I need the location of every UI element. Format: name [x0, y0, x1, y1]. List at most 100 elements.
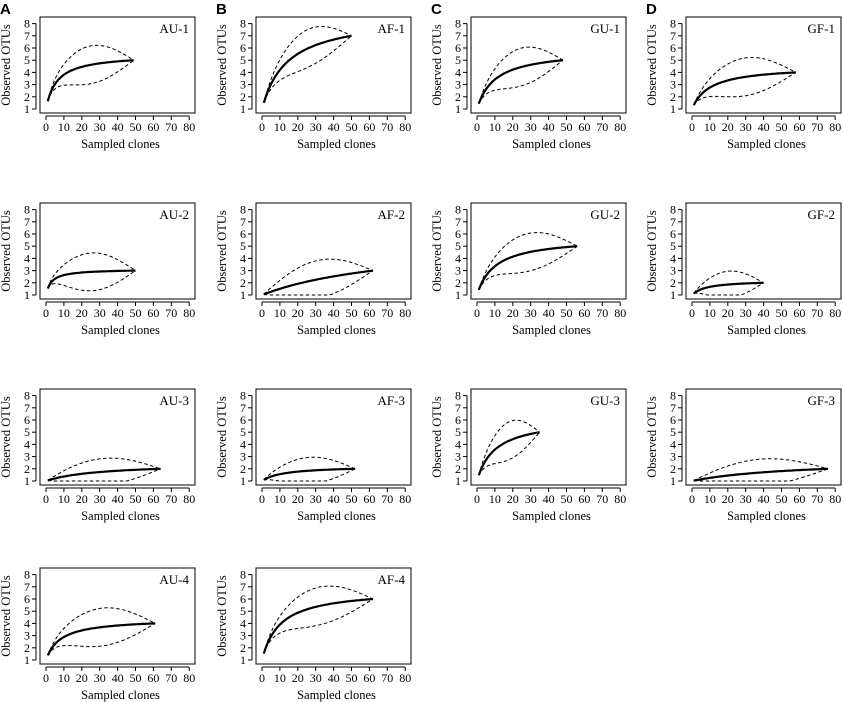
y-tick-label: 8: [24, 568, 30, 582]
panel-title: AU-4: [159, 572, 189, 587]
x-axis-title: Sampled clones: [81, 323, 160, 337]
x-tick-label: 30: [740, 492, 752, 506]
y-tick-label: 6: [670, 413, 676, 427]
y-tick-label: 7: [24, 215, 30, 229]
y-axis-title: Observed OTUs: [0, 575, 13, 657]
x-tick-label: 50: [561, 492, 573, 506]
y-tick-label: 2: [240, 462, 246, 476]
x-tick-label: 80: [829, 306, 841, 320]
y-tick-label: 1: [455, 288, 461, 302]
y-tick-label: 2: [240, 90, 246, 104]
y-tick-label: 2: [670, 276, 676, 290]
y-tick-label: 2: [240, 276, 246, 290]
y-axis-title: Observed OTUs: [215, 24, 229, 106]
x-tick-label: 50: [561, 120, 573, 134]
y-tick-label: 2: [24, 462, 30, 476]
x-tick-label: 70: [596, 120, 608, 134]
x-tick-label: 60: [363, 306, 375, 320]
upper-confidence-curve: [263, 25, 352, 103]
y-tick-label: 5: [240, 53, 246, 67]
y-tick-label: 7: [455, 29, 461, 43]
plot-frame: [39, 16, 196, 114]
y-tick-label: 5: [24, 425, 30, 439]
y-tick-label: 7: [24, 580, 30, 594]
plot-frame: [39, 567, 196, 665]
lower-confidence-curve: [478, 59, 564, 104]
x-tick-label: 10: [274, 671, 286, 685]
upper-confidence-curve: [263, 585, 374, 654]
x-tick-label: 80: [614, 306, 626, 320]
y-tick-label: 8: [240, 389, 246, 403]
x-tick-label: 0: [43, 306, 49, 320]
y-tick-label: 7: [240, 215, 246, 229]
x-tick-label: 30: [94, 120, 106, 134]
x-tick-label: 0: [689, 492, 695, 506]
y-tick-label: 5: [24, 53, 30, 67]
panel-title: AF-2: [378, 207, 405, 222]
x-tick-label: 50: [346, 306, 358, 320]
y-tick-label: 7: [240, 29, 246, 43]
upper-confidence-curve: [263, 456, 356, 481]
rarefaction-curve: [477, 245, 578, 291]
y-tick-label: 8: [455, 389, 461, 403]
panel-title: AF-4: [378, 572, 406, 587]
panel-title: GF-1: [808, 21, 835, 36]
x-tick-label: 80: [183, 492, 195, 506]
x-tick-label: 80: [183, 120, 195, 134]
x-tick-label: 80: [614, 492, 626, 506]
x-tick-label: 20: [292, 492, 304, 506]
y-tick-label: 8: [240, 203, 246, 217]
y-tick-label: 5: [240, 604, 246, 618]
x-tick-label: 70: [596, 306, 608, 320]
y-tick-label: 8: [455, 203, 461, 217]
x-tick-label: 40: [328, 671, 340, 685]
x-tick-label: 60: [578, 306, 590, 320]
y-tick-label: 1: [240, 288, 246, 302]
x-tick-label: 80: [399, 306, 411, 320]
x-tick-label: 50: [130, 671, 142, 685]
x-axis-title: Sampled clones: [512, 509, 591, 523]
rarefaction-curve: [263, 269, 374, 296]
y-axis-title: Observed OTUs: [0, 396, 13, 478]
y-axis-title: Observed OTUs: [430, 24, 444, 106]
y-tick-label: 2: [24, 90, 30, 104]
x-tick-label: 80: [614, 120, 626, 134]
x-tick-label: 20: [722, 492, 734, 506]
x-tick-label: 30: [740, 306, 752, 320]
x-tick-label: 60: [363, 492, 375, 506]
lower-confidence-curve: [693, 71, 797, 106]
x-tick-label: 20: [507, 306, 519, 320]
x-tick-label: 30: [94, 492, 106, 506]
y-tick-label: 5: [455, 53, 461, 67]
x-axis-title: Sampled clones: [727, 137, 806, 151]
panel-title: GU-3: [590, 393, 620, 408]
y-tick-label: 1: [670, 474, 676, 488]
x-tick-label: 80: [399, 120, 411, 134]
upper-confidence-curve: [693, 458, 829, 482]
x-tick-label: 30: [525, 492, 537, 506]
lower-confidence-curve: [47, 468, 161, 482]
x-tick-label: 40: [328, 120, 340, 134]
x-tick-label: 70: [596, 492, 608, 506]
x-tick-label: 20: [292, 306, 304, 320]
y-tick-label: 4: [455, 437, 461, 451]
x-tick-label: 60: [363, 120, 375, 134]
x-tick-label: 0: [43, 492, 49, 506]
y-tick-label: 4: [455, 251, 461, 265]
x-tick-label: 10: [489, 492, 501, 506]
upper-confidence-curve: [47, 44, 134, 102]
y-tick-label: 3: [670, 450, 676, 464]
x-tick-label: 60: [578, 120, 590, 134]
lower-confidence-curve: [263, 468, 356, 482]
y-tick-label: 5: [240, 425, 246, 439]
x-tick-label: 70: [165, 306, 177, 320]
x-tick-label: 70: [811, 306, 823, 320]
y-tick-label: 6: [240, 41, 246, 55]
panel-title: AU-1: [159, 21, 189, 36]
